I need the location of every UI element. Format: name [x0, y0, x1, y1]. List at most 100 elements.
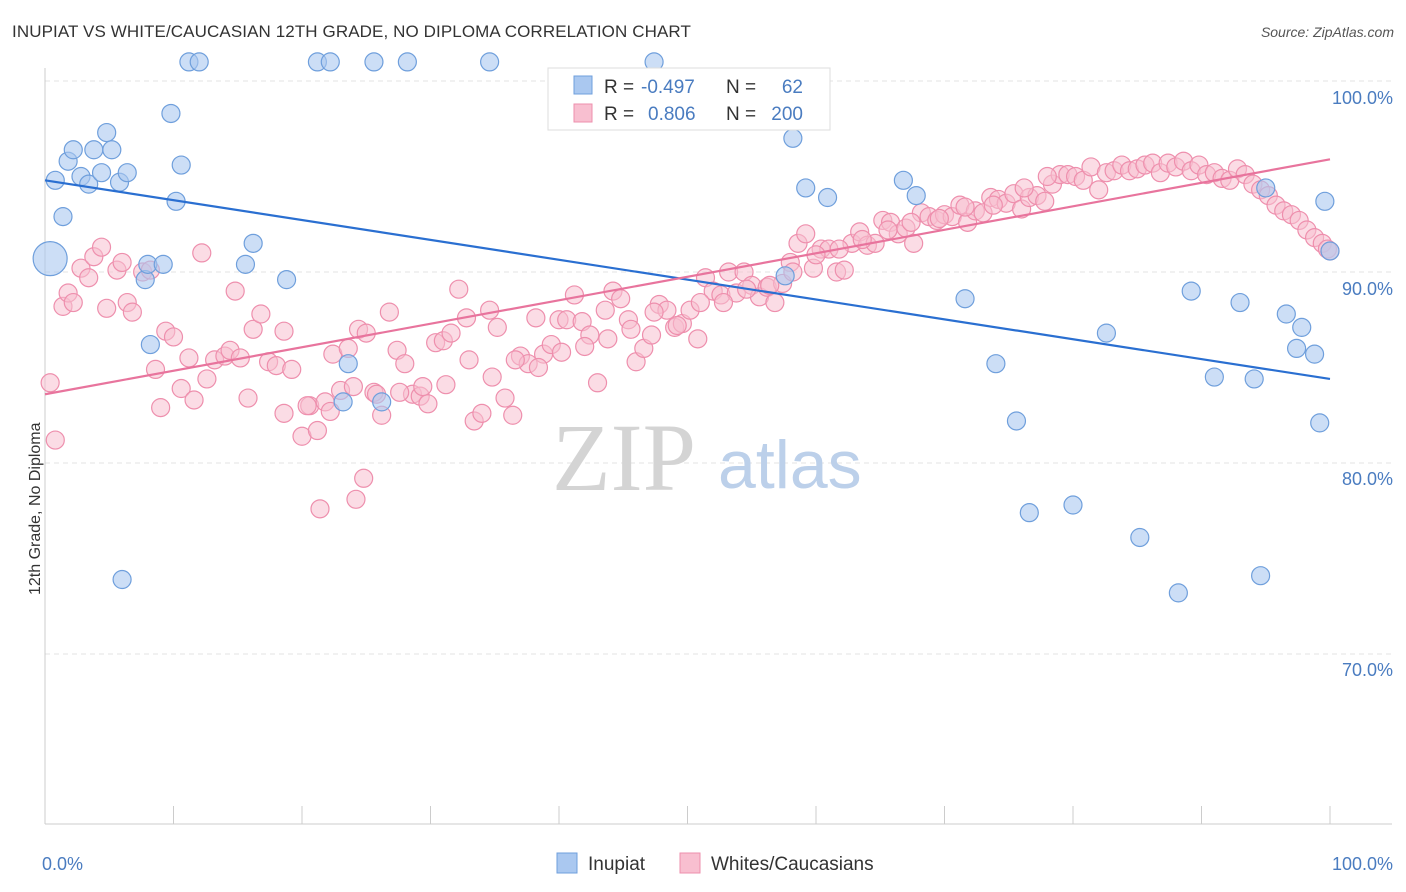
whites-point	[551, 342, 572, 362]
inupiat-point	[1168, 583, 1188, 603]
legend-n-value: 200	[771, 104, 803, 125]
whites-point	[503, 405, 523, 425]
inupiat-point	[112, 569, 132, 590]
whites-point	[901, 212, 921, 232]
whites-point	[282, 359, 302, 380]
inupiat-point	[1304, 344, 1325, 364]
y-tick-label: 70.0%	[1342, 660, 1393, 680]
whites-point	[487, 317, 507, 337]
whites-point	[320, 401, 340, 422]
whites-point	[63, 292, 83, 313]
whites-point	[243, 319, 263, 339]
whites-point	[413, 377, 433, 397]
trend-lines	[44, 158, 1331, 396]
legend-label-whites: Whites/Caucasians	[711, 854, 874, 875]
inupiat-point	[338, 354, 358, 374]
inupiat-point	[1292, 317, 1312, 337]
inupiat-point	[1256, 178, 1276, 198]
inupiat-point	[1130, 527, 1150, 548]
whites-point	[983, 195, 1003, 215]
inupiat-point	[243, 233, 263, 253]
whites-point	[878, 220, 898, 240]
whites-point	[112, 252, 132, 273]
whites-point	[238, 388, 258, 408]
whites-point	[343, 377, 363, 397]
whites-point	[1089, 180, 1109, 200]
whites-point	[459, 350, 479, 370]
whites-point	[834, 260, 854, 280]
legend-n-value: 62	[782, 77, 803, 98]
inupiat-point	[171, 155, 191, 175]
whites-point	[587, 373, 608, 393]
whites-point	[379, 302, 399, 322]
inupiat-point	[372, 392, 392, 412]
watermark-atlas: atlas	[718, 427, 862, 503]
whites-point	[688, 329, 708, 349]
y-tick-label: 100.0%	[1332, 88, 1393, 108]
inupiat-point	[1063, 495, 1083, 515]
whites-point	[151, 398, 171, 418]
whites-point	[418, 394, 438, 414]
whites-point	[197, 369, 217, 389]
whites-point	[356, 323, 376, 343]
whites-point	[297, 396, 317, 416]
whites-point	[97, 298, 117, 318]
inupiat-point	[986, 354, 1006, 374]
whites-point	[929, 208, 949, 229]
whites-point	[310, 499, 330, 519]
legend-r-value: 0.806	[648, 104, 696, 125]
whites-point	[390, 382, 410, 402]
inupiat-point	[955, 289, 975, 309]
inupiat-point	[1276, 304, 1296, 324]
inupiat-point	[117, 163, 137, 183]
whites-point	[354, 468, 374, 488]
source-label: Source: ZipAtlas.com	[1260, 24, 1394, 40]
whites-point	[179, 348, 199, 368]
inupiat-point	[775, 266, 795, 286]
whites-point	[955, 197, 975, 217]
inupiat-point	[893, 170, 913, 190]
whites-point	[251, 304, 271, 324]
y-tick-labels: 100.0% 90.0% 80.0% 70.0%	[1332, 88, 1393, 680]
legend-swatch-whites	[679, 852, 701, 874]
x-tick-label: 100.0%	[1332, 854, 1393, 874]
inupiat-point	[84, 140, 104, 160]
whites-point	[621, 319, 641, 339]
whites-point	[595, 300, 615, 320]
inupiat-point	[1251, 566, 1271, 586]
whites-point	[346, 489, 366, 509]
inupiat-point	[32, 241, 68, 277]
watermark-zip: ZIP	[552, 404, 696, 511]
y-axis-title: 12th Grade, No Diploma	[27, 422, 44, 595]
inupiat-point	[53, 207, 73, 227]
inupiat-point	[161, 103, 181, 124]
whites-point	[122, 302, 142, 322]
whites-point	[564, 285, 585, 305]
inupiat-point	[333, 392, 353, 412]
whites-point	[441, 323, 461, 343]
inupiat-point	[480, 52, 500, 72]
whites-point	[760, 275, 780, 295]
whites-point	[45, 430, 65, 450]
legend-bottom: Inupiat Whites/Caucasians	[556, 852, 874, 875]
inupiat-point	[102, 140, 122, 160]
legend-swatch-inupiat	[556, 852, 578, 874]
inupiat-point	[1096, 323, 1117, 343]
inupiat-point	[189, 52, 209, 72]
inupiat-point	[1320, 241, 1340, 261]
inupiat-point	[1006, 411, 1027, 431]
whites-point	[598, 329, 618, 349]
inupiat-point	[796, 178, 816, 198]
inupiat-point	[906, 186, 926, 206]
inupiat-point	[153, 254, 173, 274]
chart-title: INUPIAT VS WHITE/CAUCASIAN 12TH GRADE, N…	[12, 22, 691, 41]
whites-point	[79, 268, 99, 288]
whites-trend-line	[44, 158, 1331, 396]
legend-swatch-inupiat	[573, 75, 593, 95]
whites-point	[274, 321, 294, 341]
whites-point	[495, 388, 515, 408]
inupiat-point	[276, 270, 297, 290]
whites-point	[91, 237, 112, 257]
inupiat-point	[320, 52, 340, 72]
whites-point	[192, 243, 212, 263]
